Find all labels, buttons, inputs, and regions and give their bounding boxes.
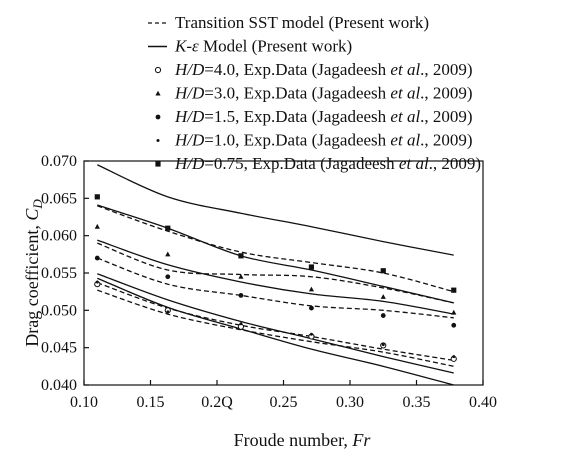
legend-label: Transition SST model (Present work) <box>175 13 429 32</box>
x-tick-label: 0.15 <box>137 394 165 411</box>
y-tick-label: 0.045 <box>41 340 77 357</box>
plot-frame <box>83 160 484 386</box>
exp-point-triangle <box>308 286 315 292</box>
legend-label: H/D=0.75, Exp.Data (Jagadeesh et al., 20… <box>174 154 481 173</box>
sst-curve-7 <box>97 257 454 319</box>
legend-label: K-ε Model (Present work) <box>174 37 352 56</box>
exp-point-triangle <box>451 309 457 315</box>
experimental-points-layer <box>94 194 457 362</box>
sst-curve-6 <box>97 242 454 304</box>
exp-point-square <box>308 264 315 270</box>
exp-point-small-dot <box>452 355 456 359</box>
legend-label: H/D=3.0, Exp.Data (Jagadeesh et al., 200… <box>174 84 473 103</box>
legend: Transition SST model (Present work) K-ε M… <box>148 13 481 173</box>
legend-label: H/D=4.0, Exp.Data (Jagadeesh et al., 200… <box>174 60 473 79</box>
legend-marker-small-dot <box>156 139 160 142</box>
exp-point-dot <box>94 255 100 261</box>
y-tick-label: 0.040 <box>41 377 77 394</box>
y-tick-label: 0.055 <box>41 265 77 282</box>
exp-point-dot <box>380 313 386 318</box>
k-epsilon-curve-3 <box>97 273 454 374</box>
x-tick-label: 0.35 <box>403 394 431 411</box>
x-tick-label: 0.30 <box>336 394 364 411</box>
exp-point-small-dot <box>239 322 243 326</box>
sst-curve-9 <box>97 289 454 367</box>
y-tick-label: 0.065 <box>41 190 77 207</box>
x-tick-label: 0.2Q <box>201 394 233 411</box>
axes: 0.10 0.15 0.2Q 0.25 0.30 0.35 0.40 0.040 0.045 0.… <box>41 153 497 411</box>
exp-point-small-dot <box>95 280 99 284</box>
legend-label: H/D=1.0, Exp.Data (Jagadeesh et al., 200… <box>174 131 473 150</box>
legend-marker-open-circle <box>154 66 162 74</box>
exp-point-small-dot <box>381 343 385 347</box>
exp-point-square <box>380 268 386 274</box>
legend-marker-dot <box>155 114 161 120</box>
x-tick-label: 0.40 <box>469 394 497 411</box>
exp-point-triangle <box>380 294 386 299</box>
legend-label: H/D=1.5, Exp.Data (Jagadeesh et al., 200… <box>174 107 473 126</box>
x-axis-label: Froude number, Fr <box>234 430 372 450</box>
exp-point-triangle <box>238 273 244 279</box>
k-epsilon-curve-0 <box>97 164 454 256</box>
exp-point-square <box>94 194 100 200</box>
exp-point-triangle <box>165 251 171 257</box>
exp-point-square <box>238 253 244 259</box>
exp-point-dot <box>165 274 171 280</box>
y-tick-label: 0.070 <box>41 153 77 170</box>
exp-point-small-dot <box>309 332 313 336</box>
exp-point-square <box>451 287 457 293</box>
legend-marker-square <box>155 161 161 167</box>
x-tick-label: 0.25 <box>270 394 298 411</box>
series-layer <box>97 164 454 386</box>
exp-point-dot <box>238 293 244 298</box>
k-epsilon-curve-1 <box>97 204 454 304</box>
exp-point-small-dot <box>166 310 170 314</box>
y-axis-label: Drag coefficient, CD <box>22 199 45 347</box>
legend-marker-triangle <box>155 90 161 96</box>
sst-curve-8 <box>97 282 454 362</box>
exp-point-dot <box>309 305 314 311</box>
y-tick-label: 0.050 <box>41 302 77 319</box>
k-epsilon-curve-4 <box>97 277 454 386</box>
exp-point-square <box>165 225 171 231</box>
exp-point-triangle <box>94 223 100 229</box>
k-epsilon-curve-2 <box>97 239 454 315</box>
y-tick-label: 0.060 <box>41 228 77 245</box>
x-tick-label: 0.10 <box>70 394 98 411</box>
exp-point-dot <box>451 322 457 328</box>
sst-curve-5 <box>97 205 454 293</box>
